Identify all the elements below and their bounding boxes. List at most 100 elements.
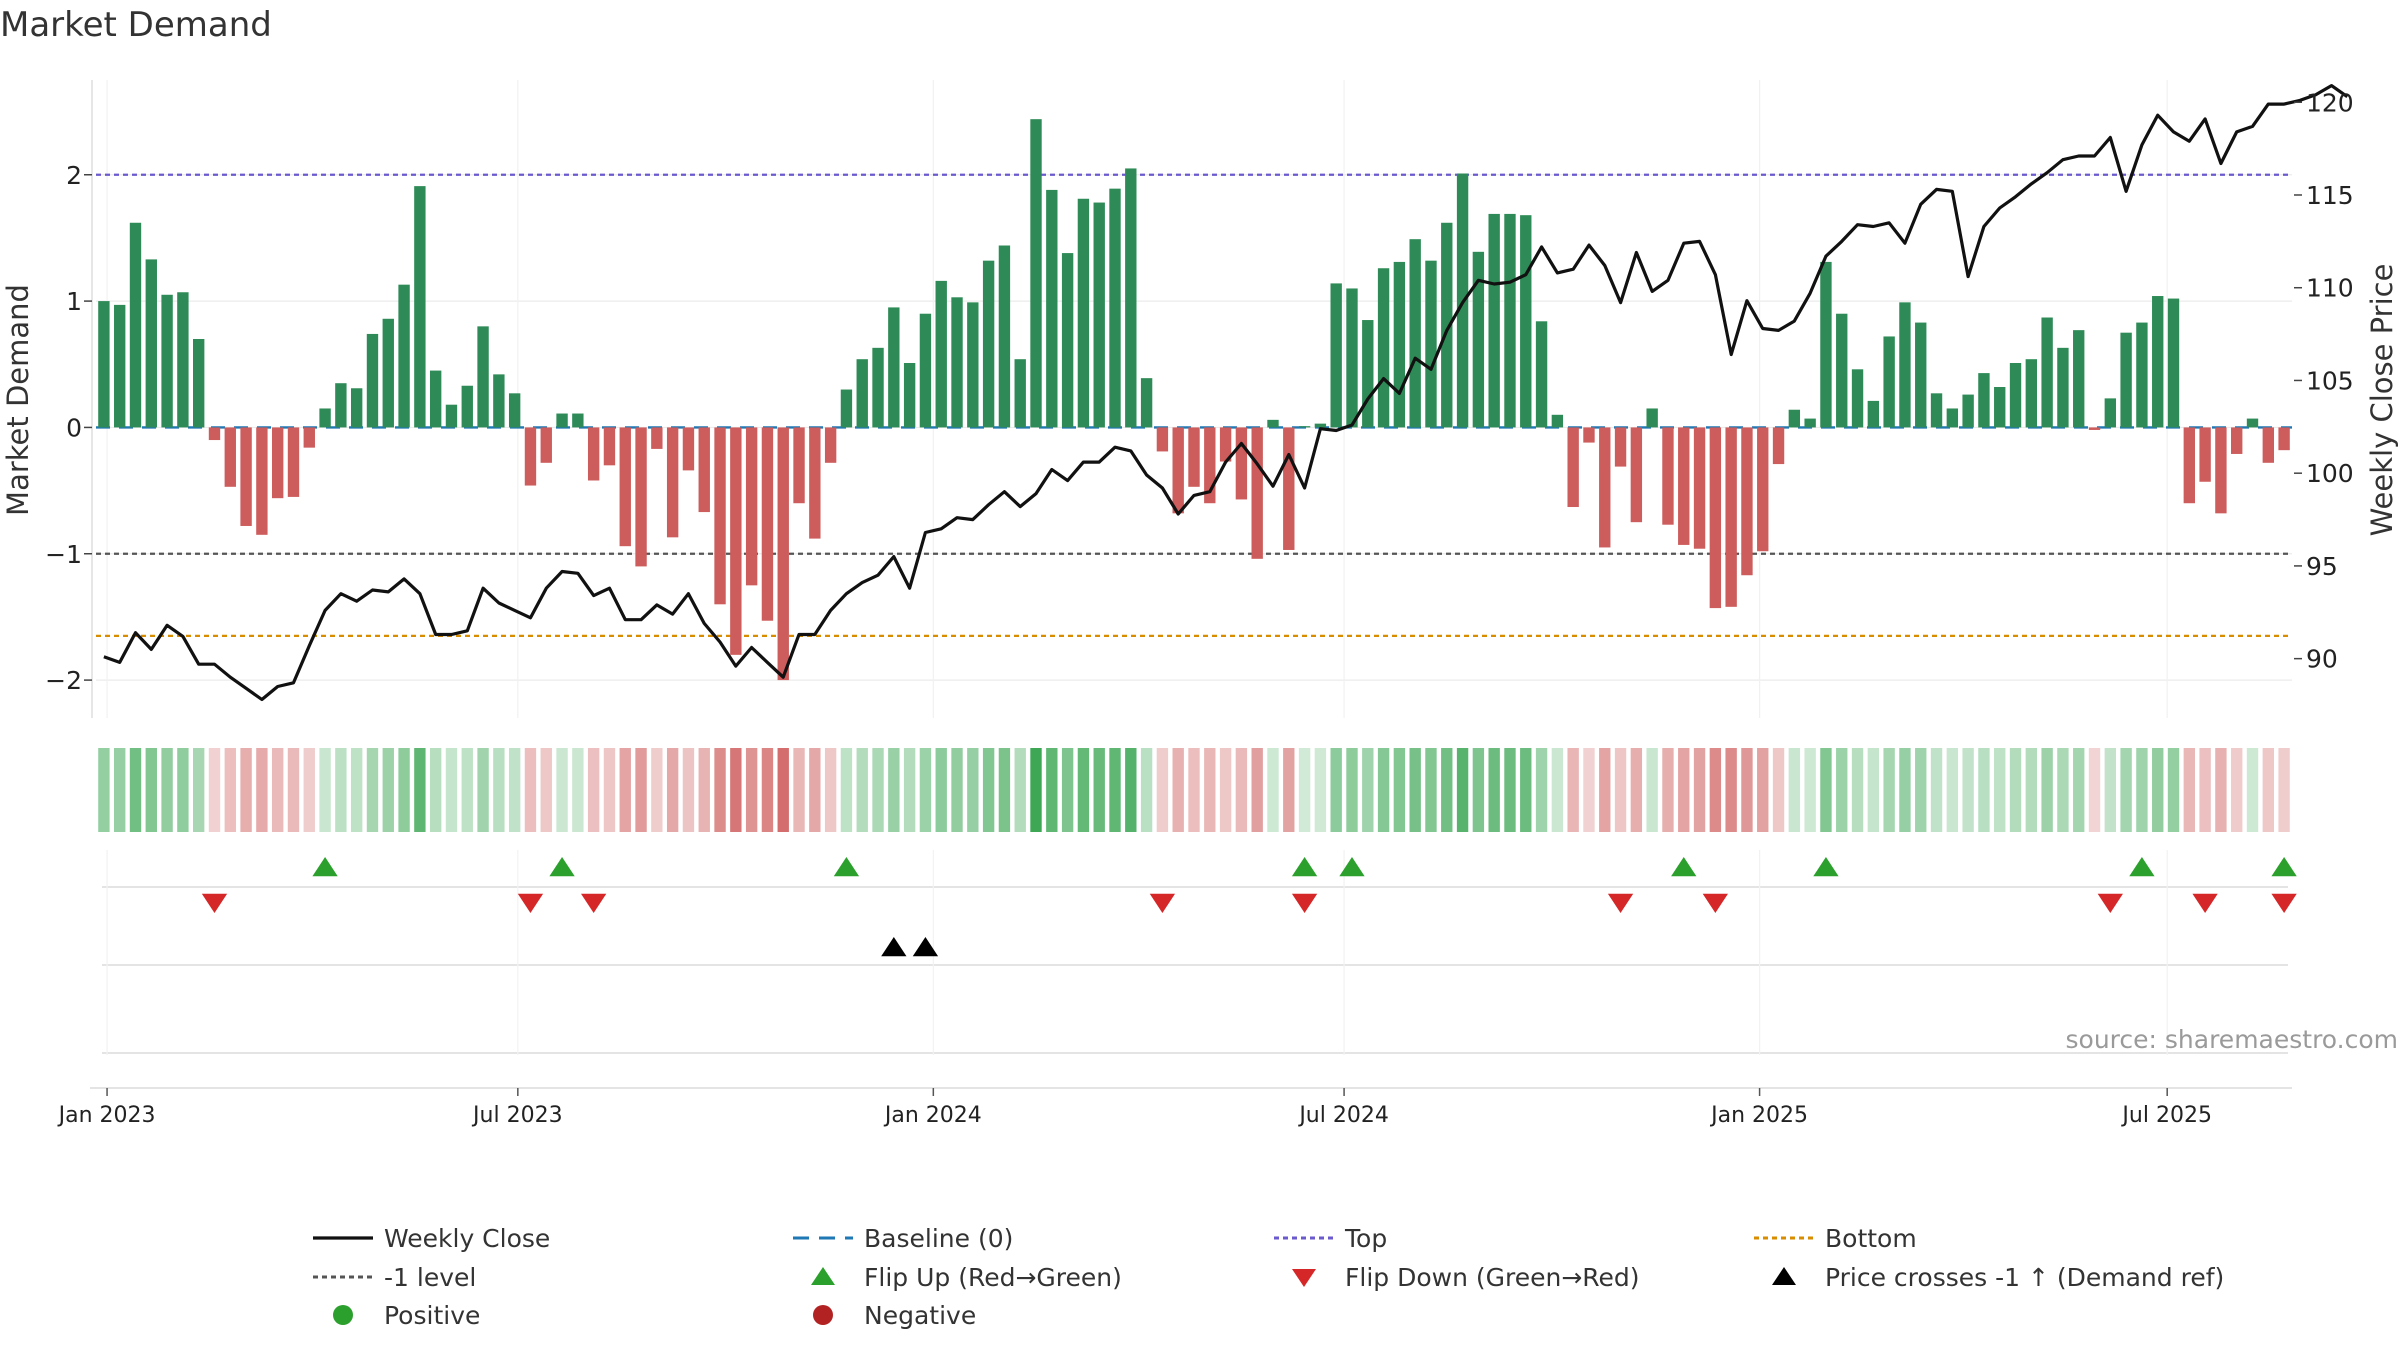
flip-down-marker	[201, 893, 228, 913]
left-tick-label: 1	[66, 287, 82, 316]
demand-bar	[1093, 202, 1105, 428]
heat-cell	[1567, 748, 1579, 832]
heat-cell	[1156, 748, 1169, 832]
demand-bar	[2215, 427, 2227, 514]
heat-cell	[303, 748, 315, 832]
heat-cell	[461, 748, 473, 832]
heat-cell	[761, 748, 774, 832]
demand-bar	[508, 393, 521, 428]
demand-bar	[1725, 427, 1737, 607]
demand-bar	[445, 404, 458, 428]
heat-cell	[1425, 748, 1437, 832]
heat-cell	[382, 748, 394, 832]
demand-bar	[777, 427, 789, 681]
heat-cell	[224, 748, 236, 832]
demand-bar	[1567, 427, 1579, 508]
heat-cell	[1709, 748, 1722, 832]
heat-cell	[1630, 748, 1643, 832]
heat-cell	[1377, 748, 1390, 832]
demand-bar	[350, 388, 363, 428]
demand-bar	[2246, 418, 2259, 428]
legend-swatch	[1292, 1269, 1316, 1287]
heat-cell	[1725, 748, 1737, 832]
heat-cell	[1330, 748, 1342, 832]
heat-cell	[2088, 748, 2101, 832]
heat-cell	[1077, 748, 1090, 832]
heat-cell	[445, 748, 458, 832]
demand-bar	[540, 427, 552, 463]
heat-cell	[1093, 748, 1105, 832]
heat-cell	[129, 748, 142, 832]
right-tick-label: 120	[2306, 88, 2354, 117]
heat-cell	[1772, 748, 1785, 832]
heat-cell	[2041, 748, 2053, 832]
demand-bar	[2183, 427, 2195, 504]
legend-label: Weekly Close	[384, 1224, 550, 1253]
flip-up-marker	[2129, 857, 2155, 877]
demand-bar	[2088, 427, 2101, 430]
demand-bar	[1788, 409, 1801, 428]
demand-bar	[1251, 427, 1263, 559]
demand-bar	[572, 413, 584, 428]
demand-bar	[1156, 427, 1169, 452]
heat-cell	[366, 748, 379, 832]
heat-cell	[1109, 748, 1121, 832]
heat-cell	[2152, 748, 2164, 832]
demand-bar	[1646, 408, 1658, 428]
heat-cell	[682, 748, 695, 832]
heat-cell	[1851, 748, 1864, 832]
demand-bar	[1393, 261, 1406, 428]
demand-bar	[730, 427, 742, 655]
demand-heat-strip	[98, 748, 2290, 832]
heat-cell	[1504, 748, 1516, 832]
heat-cell	[967, 748, 979, 832]
demand-bar	[335, 383, 347, 428]
heat-cell	[1599, 748, 1611, 832]
heat-cell	[2246, 748, 2259, 832]
heat-cell	[193, 748, 205, 832]
legend-label: Positive	[384, 1301, 480, 1330]
demand-bar	[745, 427, 758, 586]
legend-label: Price crosses -1 ↑ (Demand ref)	[1825, 1263, 2224, 1292]
flip-up-marker	[1813, 857, 1839, 877]
demand-bar	[1757, 427, 1769, 552]
heat-cell	[114, 748, 126, 832]
price-cross-marker	[912, 937, 939, 957]
heat-cell	[651, 748, 663, 832]
heat-cell	[1693, 748, 1706, 832]
demand-bar	[493, 374, 505, 428]
legend-swatch	[813, 1305, 833, 1325]
heat-cell	[271, 748, 284, 832]
heat-cell	[1614, 748, 1627, 832]
x-tick-label: Jul 2025	[2120, 1103, 2212, 1128]
demand-bar	[382, 318, 394, 428]
demand-bar	[1330, 283, 1342, 428]
heat-cell	[540, 748, 552, 832]
demand-bar	[2025, 359, 2038, 428]
demand-bar	[1061, 253, 1074, 428]
weekly-close-layer	[103, 83, 2349, 702]
demand-bar	[856, 359, 868, 428]
demand-bar	[714, 427, 726, 605]
heat-cell	[1978, 748, 1990, 832]
heat-cell	[1188, 748, 1200, 832]
heat-cell	[1456, 748, 1469, 832]
heat-cell	[177, 748, 189, 832]
flip-up-marker	[1671, 857, 1697, 877]
legend: Weekly Close Baseline (0) Top Bottom -1 leve…	[313, 1224, 2224, 1330]
demand-bar	[98, 301, 110, 428]
right-axis-title: Weekly Close Price	[2365, 264, 2399, 537]
demand-bar	[1188, 427, 1200, 487]
right-tick-label: 105	[2306, 366, 2354, 395]
demand-bar	[1662, 427, 1674, 525]
heat-cell	[1535, 748, 1548, 832]
demand-bar	[1046, 189, 1058, 428]
heat-cell	[982, 748, 995, 832]
heat-cell	[414, 748, 426, 832]
heat-cell	[98, 748, 110, 832]
demand-bar	[224, 427, 236, 487]
demand-bar	[1472, 251, 1485, 428]
heat-cell	[1204, 748, 1216, 832]
heat-cell	[1061, 748, 1074, 832]
heat-cell	[919, 748, 932, 832]
